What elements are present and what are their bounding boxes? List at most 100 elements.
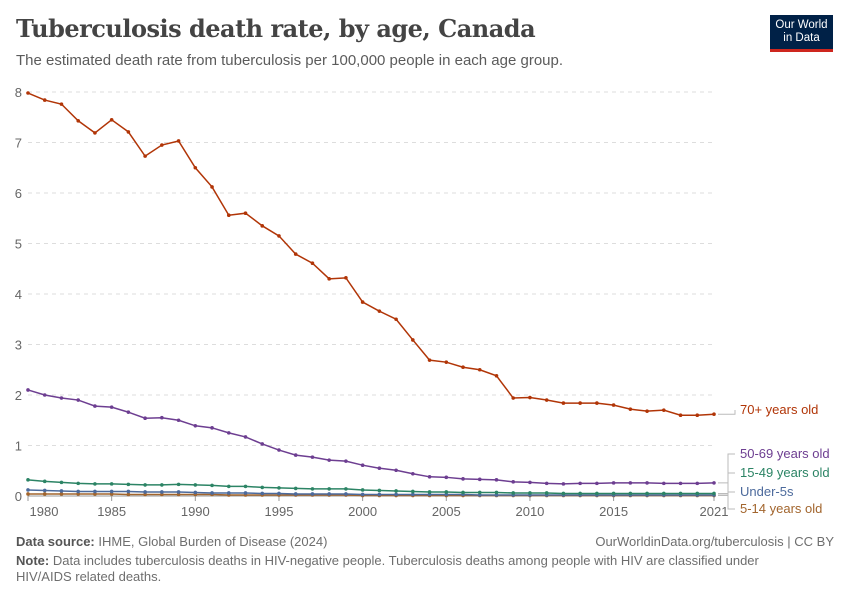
data-point <box>76 492 80 496</box>
series-line-1 <box>27 389 715 485</box>
url-license[interactable]: OurWorldinData.org/tuberculosis | CC BY <box>595 534 834 549</box>
data-point <box>93 489 97 494</box>
data-point <box>561 491 566 496</box>
label-connector <box>718 410 736 415</box>
data-point <box>528 395 532 400</box>
data-point <box>511 396 516 400</box>
x-tick-label: 2010 <box>515 504 544 519</box>
data-point <box>160 492 164 497</box>
data-point <box>42 98 47 102</box>
data-point <box>93 404 97 408</box>
x-tick-label: 2000 <box>348 504 377 519</box>
x-tick-label: 1985 <box>97 504 126 519</box>
data-point <box>360 463 365 467</box>
x-tick-label: 1995 <box>265 504 294 519</box>
data-point <box>344 459 348 463</box>
data-point <box>143 492 147 497</box>
data-point <box>126 492 131 497</box>
data-point <box>160 490 164 494</box>
data-point <box>427 475 432 479</box>
data-point <box>678 481 683 486</box>
data-point <box>628 491 633 496</box>
data-point <box>293 486 298 491</box>
data-point <box>260 224 265 228</box>
data-point <box>477 367 482 372</box>
data-point <box>293 453 298 457</box>
data-point <box>327 492 331 496</box>
data-point <box>76 481 80 486</box>
data-point <box>143 483 147 487</box>
data-point <box>243 484 248 489</box>
data-point <box>628 407 633 411</box>
data-point <box>126 410 131 414</box>
data-point <box>176 490 181 494</box>
note-text: Data includes tuberculosis deaths in HIV… <box>16 553 759 584</box>
data-point <box>695 413 700 418</box>
data-point <box>695 481 700 486</box>
data-point <box>26 478 30 482</box>
data-point <box>310 455 315 459</box>
data-point <box>277 448 281 452</box>
data-point <box>210 185 214 189</box>
data-point <box>210 491 214 495</box>
data-point <box>226 213 231 218</box>
data-point <box>193 490 198 495</box>
data-point <box>544 398 549 402</box>
source-text[interactable]: IHME, Global Burden of Disease (2024) <box>98 534 328 549</box>
data-point <box>477 493 482 497</box>
data-point <box>143 154 147 158</box>
data-point <box>109 117 114 122</box>
data-point <box>42 479 47 484</box>
data-point <box>427 490 432 494</box>
data-point <box>93 131 97 135</box>
x-tick-label: 2005 <box>432 504 461 519</box>
y-tick-label: 6 <box>15 186 22 201</box>
data-point <box>42 492 47 496</box>
data-point <box>662 481 666 486</box>
data-point <box>59 102 64 106</box>
x-tick-label: 2015 <box>599 504 628 519</box>
label-connector <box>718 494 735 510</box>
data-point <box>394 492 398 497</box>
data-point <box>628 481 633 485</box>
data-point <box>611 491 616 496</box>
data-point <box>76 489 80 494</box>
data-point <box>59 480 64 485</box>
data-point <box>360 488 365 492</box>
data-point <box>695 491 700 496</box>
data-point <box>645 481 649 485</box>
x-tick-label: 1990 <box>181 504 210 519</box>
data-point <box>42 488 47 493</box>
data-point <box>444 360 449 364</box>
data-point <box>260 442 265 446</box>
data-point <box>310 487 315 491</box>
data-point <box>394 317 398 322</box>
series-line-2 <box>27 479 714 495</box>
data-point <box>193 424 198 428</box>
data-point <box>662 408 666 412</box>
data-point <box>344 492 348 496</box>
data-point <box>444 475 449 480</box>
owid-logo[interactable]: Our World in Data <box>770 15 833 52</box>
x-tick-label: 1980 <box>30 504 59 519</box>
data-point <box>427 492 432 497</box>
data-point <box>511 491 516 495</box>
data-point <box>595 401 599 405</box>
data-point <box>444 490 449 494</box>
data-point <box>59 492 64 496</box>
note: Note: Data includes tuberculosis deaths … <box>16 553 816 585</box>
data-point <box>595 481 599 486</box>
data-point <box>277 234 281 238</box>
series-label: 70+ years old <box>740 402 818 417</box>
series-label: 15-49 years old <box>740 465 830 480</box>
data-point <box>76 118 80 123</box>
data-point <box>260 485 265 490</box>
data-point <box>310 261 315 265</box>
x-tick-label: 2021 <box>700 504 729 519</box>
data-point <box>210 426 214 430</box>
data-point <box>243 435 248 439</box>
data-point <box>494 478 499 482</box>
data-point <box>528 491 532 495</box>
